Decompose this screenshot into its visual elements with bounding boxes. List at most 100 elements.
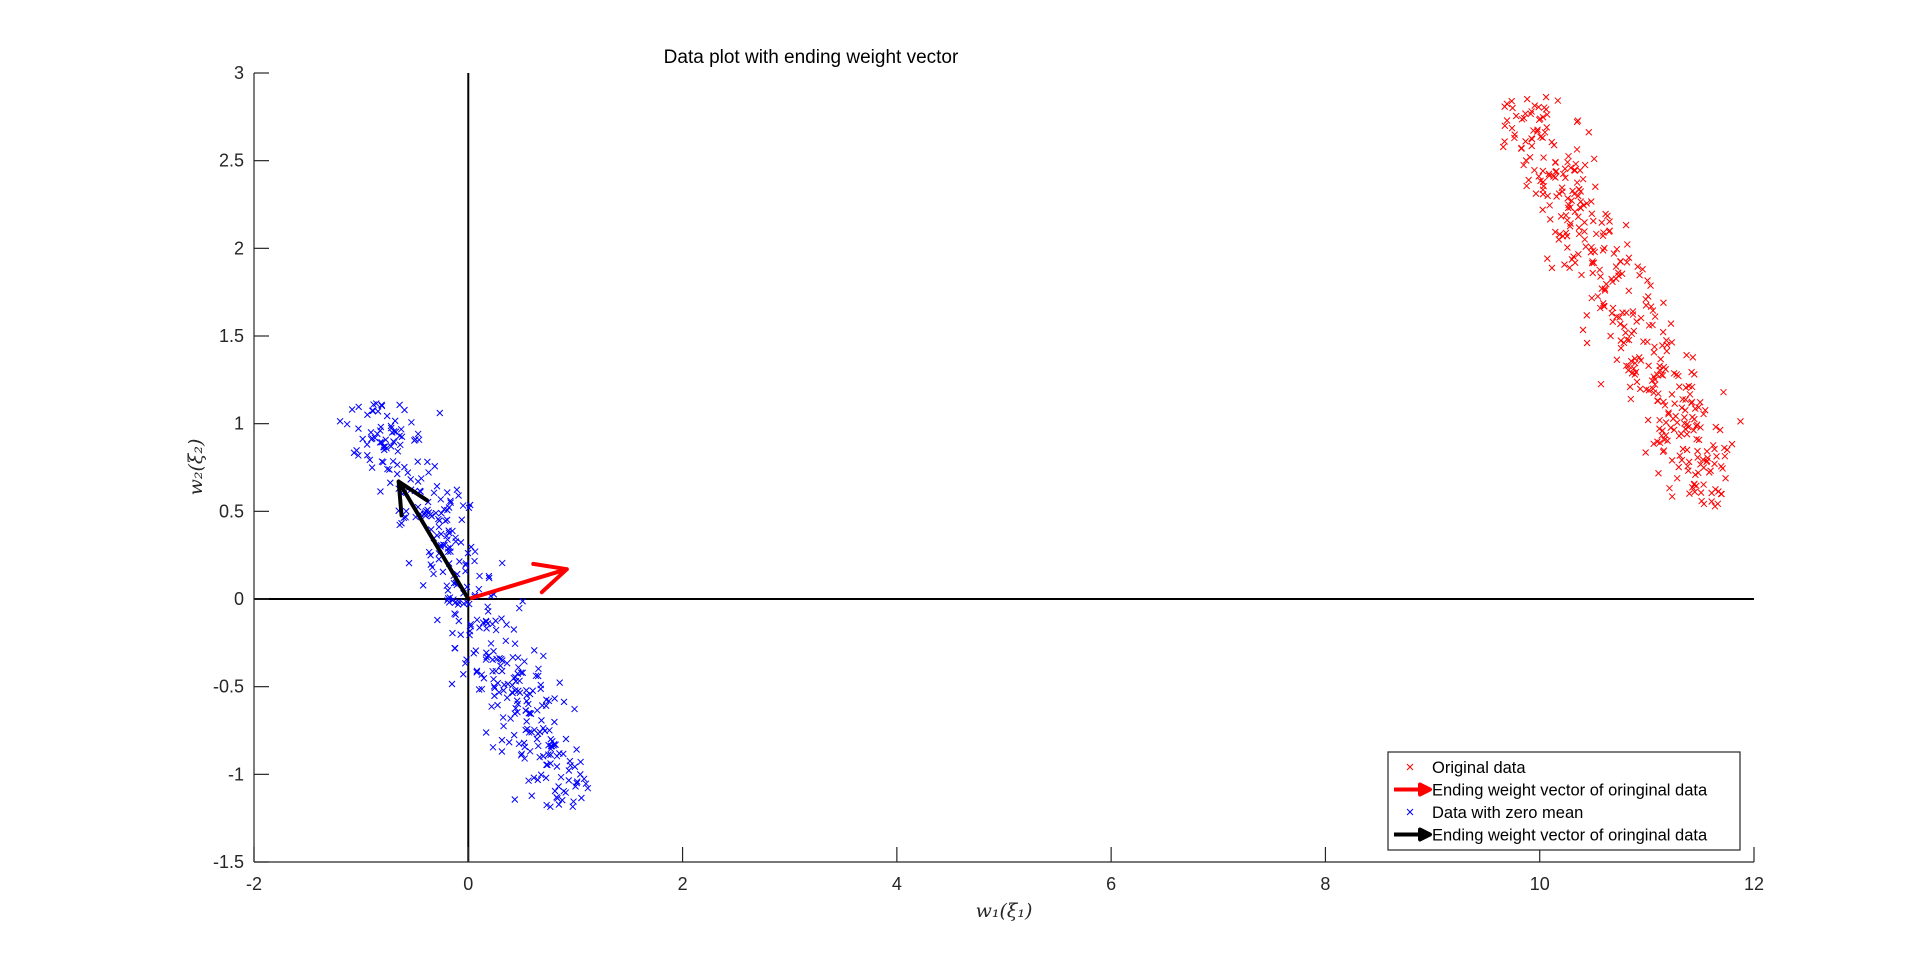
zero-mean-data-point — [512, 704, 520, 712]
original-data-point — [1668, 457, 1676, 464]
original-data-point — [1697, 489, 1705, 497]
original-data-point — [1615, 272, 1622, 280]
original-data-point — [1568, 255, 1576, 263]
zero-mean-data-point — [482, 729, 490, 736]
zero-mean-data-point — [503, 659, 511, 667]
zero-mean-data-point — [428, 512, 436, 520]
original-data-point — [1719, 465, 1726, 472]
original-data-point — [1713, 453, 1720, 460]
zero-mean-data-point — [448, 680, 456, 688]
original-data-point — [1597, 273, 1604, 280]
original-data-point — [1670, 369, 1678, 377]
zero-mean-data-point — [582, 780, 590, 788]
zero-mean-data-point — [367, 429, 375, 436]
original-data-point — [1613, 356, 1621, 364]
zero-mean-data-point — [463, 583, 471, 591]
zero-mean-data-point — [493, 655, 500, 663]
original-data-point — [1557, 212, 1565, 220]
original-data-point — [1528, 135, 1535, 142]
original-data-point — [1695, 436, 1703, 444]
y-tick-label: -0.5 — [213, 677, 244, 697]
original-data-point — [1623, 241, 1631, 248]
original-data-point — [1533, 128, 1541, 135]
zero-mean-data-point — [414, 478, 422, 485]
zero-mean-data-point — [502, 637, 510, 645]
original-data-point — [1562, 174, 1569, 182]
zero-mean-data-point — [466, 627, 474, 635]
original-data-point — [1662, 365, 1670, 373]
x-tick-label: 0 — [463, 874, 473, 894]
original-data-point — [1708, 489, 1716, 497]
zero-mean-data-point — [478, 671, 486, 679]
original-data-point — [1691, 471, 1699, 479]
x-tick-label: -2 — [246, 874, 262, 894]
zero-mean-data-point — [390, 438, 397, 445]
zero-mean-data-point — [396, 441, 404, 449]
zero-mean-data-point — [433, 616, 441, 624]
zero-mean-data-point — [367, 435, 375, 443]
original-data-point — [1642, 295, 1650, 303]
zero-mean-data-point — [455, 617, 463, 625]
zero-mean-data-point — [459, 670, 467, 678]
zero-mean-data-point — [431, 462, 439, 470]
original-data-point — [1578, 271, 1585, 279]
zero-mean-data-point — [558, 796, 566, 804]
zero-mean-data-point — [433, 482, 441, 490]
original-data-point — [1660, 299, 1667, 307]
zero-mean-data-point — [528, 792, 536, 800]
zero-mean-data-point — [517, 751, 525, 759]
zero-mean-data-point — [473, 668, 481, 676]
zero-mean-data-point — [483, 625, 490, 632]
original-data-point — [1699, 456, 1707, 463]
original-data-point — [1574, 250, 1582, 258]
original-data-point — [1714, 500, 1722, 508]
original-data-point — [1588, 294, 1596, 302]
original-data-point — [1617, 344, 1625, 352]
original-data-point — [1695, 404, 1702, 411]
zero-mean-data-point — [498, 748, 506, 755]
zero-mean-data-point — [476, 624, 483, 632]
original-data-point — [1663, 341, 1671, 349]
zero-mean-data-point — [505, 738, 513, 746]
original-data-point — [1581, 236, 1589, 243]
original-data-point — [1691, 488, 1699, 496]
zero-mean-data-point — [530, 646, 538, 654]
original-data-point — [1694, 454, 1702, 461]
original-data-point — [1667, 320, 1675, 327]
zero-mean-data-point — [498, 736, 506, 744]
original-data-point — [1581, 161, 1589, 169]
original-data-point — [1650, 440, 1658, 448]
zero-mean-data-point — [445, 504, 453, 511]
zero-mean-data-point — [401, 406, 408, 414]
zero-mean-data-point — [460, 600, 468, 608]
zero-mean-data-point — [559, 750, 567, 758]
original-data-point — [1700, 481, 1707, 488]
original-data-point — [1711, 460, 1718, 468]
original-data-point — [1546, 216, 1554, 223]
original-data-point — [1666, 484, 1673, 492]
original-data-point — [1651, 343, 1658, 351]
original-data-point — [1705, 469, 1713, 476]
zero-mean-data-point — [553, 763, 561, 770]
zero-mean-data-point — [449, 527, 456, 535]
zero-mean-data-point — [499, 714, 507, 721]
zero-mean-data-point — [500, 722, 507, 730]
y-tick-label: 0 — [234, 589, 244, 609]
zero-mean-data-point — [404, 469, 412, 476]
original-data-point — [1656, 425, 1663, 433]
zero-mean-data-point — [398, 519, 405, 527]
original-data-point — [1620, 323, 1628, 331]
original-data-point — [1605, 228, 1613, 236]
zero-mean-data-point — [453, 486, 461, 494]
zero-mean-data-point — [555, 801, 563, 808]
original-data-point — [1701, 406, 1709, 414]
zero-mean-data-point — [543, 761, 550, 769]
original-data-point — [1654, 397, 1661, 405]
original-data-point — [1602, 280, 1610, 288]
zero-mean-data-point — [473, 616, 481, 624]
zero-mean-data-point — [536, 753, 544, 761]
zero-mean-data-point — [560, 787, 568, 795]
original-data-point — [1629, 308, 1637, 315]
zero-mean-data-point — [443, 582, 451, 590]
